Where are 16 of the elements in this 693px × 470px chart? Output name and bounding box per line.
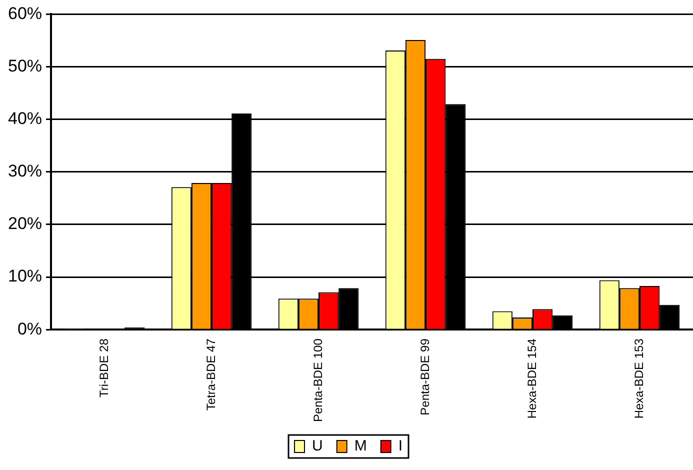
y-tick-label: 30% [8,162,42,181]
legend-label: U [312,438,323,455]
legend-label: I [398,438,402,455]
y-tick-label: 40% [8,109,42,128]
y-tick-label: 10% [8,266,42,286]
y-tick-label: 60% [8,4,42,23]
y-tick-label: 0% [17,319,42,338]
x-tick-label: Hexa-BDE 153 [632,338,646,419]
x-tick-label: Hexa-BDE 154 [524,338,539,419]
x-tick-label: Penta-BDE 99 [418,338,432,416]
x-tick-label: Tetra-BDE 47 [204,338,218,411]
y-tick-label: 50% [8,56,42,76]
y-tick-label: 20% [8,214,42,234]
x-tick-label: Tri-BDE 28 [96,338,111,398]
legend-label: M [354,438,367,455]
x-tick-label: Penta-BDE 100 [310,338,325,422]
